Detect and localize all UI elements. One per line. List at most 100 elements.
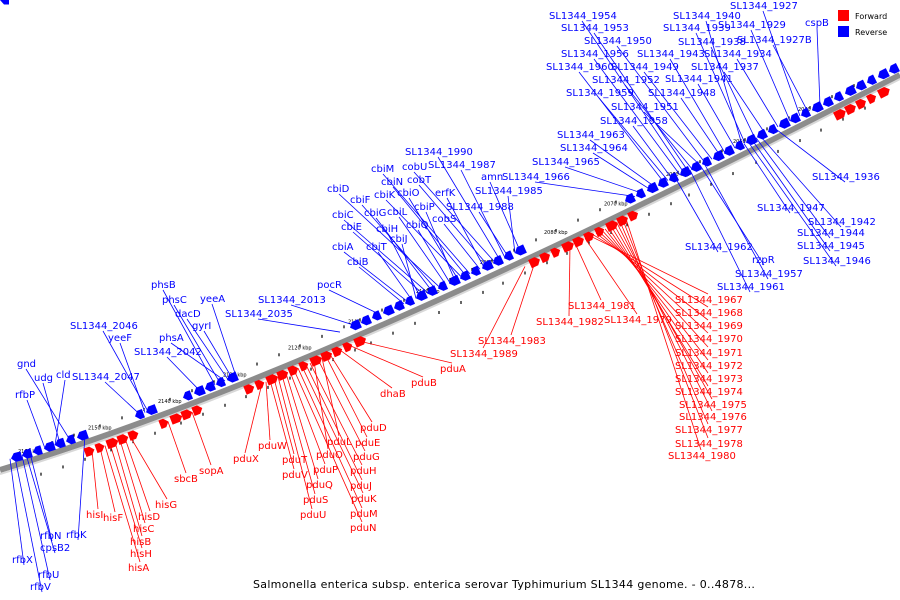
gene-label-sl1344_1953: SL1344_1953: [561, 23, 629, 34]
gene-label-sl1344_2013: SL1344_2013: [258, 295, 326, 306]
tick-mark: [310, 367, 312, 371]
forward-gene-arrow: [331, 346, 343, 358]
gene-label-line: [680, 97, 721, 156]
gene-label-pdud: pduD: [360, 423, 387, 434]
gene-label-gyri: gyrI: [192, 321, 211, 332]
gene-label-sl1344_2046: SL1344_2046: [70, 321, 138, 332]
legend-forward-swatch: [838, 10, 849, 21]
gene-label-cspb: cspB: [805, 18, 829, 29]
gene-label-line: [14, 457, 43, 593]
gene-label-pduw: pduW: [258, 441, 287, 452]
reverse-gene-arrow: [55, 437, 66, 449]
gene-label-pdun: pduN: [350, 523, 377, 534]
reverse-gene-arrow: [713, 149, 725, 162]
gene-label-line: [595, 232, 709, 321]
reverse-gene-arrow: [361, 314, 372, 326]
gene-label-rfbx: rfbX: [12, 555, 33, 566]
tick-mark: [370, 341, 372, 345]
gene-label-sl1344_1947: SL1344_1947: [757, 203, 825, 214]
gene-label-line: [632, 125, 673, 179]
gene-label-line: [425, 211, 456, 281]
tick-mark: [799, 139, 801, 143]
gene-label-hisa: hisA: [128, 563, 149, 574]
gene-label-sl1344_1927b: SL1344_1927B: [737, 35, 812, 46]
gene-label-line: [418, 184, 489, 266]
tick-mark: [577, 218, 579, 222]
tick-mark: [62, 465, 64, 469]
tick-mark: [777, 149, 779, 153]
gene-label-sl1344_1967: SL1344_1967: [675, 295, 743, 306]
gene-label-sl1344_1968: SL1344_1968: [675, 308, 743, 319]
gene-label-sl1344_2035: SL1344_2035: [225, 309, 293, 320]
forward-gene-arrow: [169, 413, 183, 425]
tick-mark: [191, 389, 193, 393]
gene-label-line: [297, 368, 363, 509]
gene-label-line: [398, 216, 447, 286]
gene-label-pduj: pduJ: [350, 481, 372, 492]
tick-mark: [224, 403, 226, 407]
kbp-tick-label: 2070 kbp: [604, 202, 628, 208]
tick-mark: [831, 95, 833, 99]
gene-label-line: [54, 379, 66, 446]
gene-label-sl1344_1977: SL1344_1977: [675, 425, 743, 436]
gene-label-sl1344_1960: SL1344_1960: [546, 62, 614, 73]
reverse-gene-arrow: [227, 371, 239, 383]
gene-label-dacd: dacD: [175, 309, 201, 320]
kbp-tick-label: 2040 kbp: [798, 107, 822, 113]
forward-gene-arrow: [298, 361, 309, 372]
gene-label-line: [743, 143, 791, 214]
forward-gene-arrow: [105, 437, 119, 450]
kbp-tick-label: 2140 kbp: [158, 399, 182, 405]
gene-label-pdus: pduS: [303, 495, 328, 506]
gene-label-line: [593, 32, 689, 172]
forward-gene-arrow: [276, 369, 289, 381]
gene-label-line: [643, 71, 713, 160]
gene-label-sl1344_1989: SL1344_1989: [450, 349, 518, 360]
gene-label-line: [401, 243, 417, 299]
reverse-gene-arrow: [66, 434, 76, 445]
gene-label-line: [593, 58, 681, 176]
gene-label-line: [697, 83, 736, 149]
tick-mark: [438, 310, 440, 314]
gene-label-line: [166, 356, 201, 392]
tick-mark: [471, 267, 473, 271]
tick-mark: [180, 421, 182, 425]
reverse-gene-arrow: [482, 259, 494, 271]
gene-label-line: [321, 357, 340, 437]
gene-label-sl1344_2042: SL1344_2042: [134, 347, 202, 358]
tick-mark: [299, 344, 301, 348]
gene-label-line: [162, 289, 216, 386]
gene-label-yeef: yeeF: [108, 333, 132, 344]
gene-label-sl1344_1938: SL1344_1938: [678, 37, 746, 48]
forward-gene-arrow: [616, 215, 628, 227]
tick-mark: [864, 106, 866, 110]
forward-gene-arrow: [528, 257, 540, 269]
gene-label-line: [443, 223, 481, 270]
gene-label-sl1344_1952: SL1344_1952: [592, 75, 660, 86]
tick-mark: [267, 385, 269, 389]
gene-label-hish: hisH: [130, 549, 152, 560]
gene-label-line: [109, 443, 143, 549]
tick-mark: [513, 248, 515, 252]
legend: Forward Reverse: [838, 10, 887, 37]
reverse-gene-arrow: [471, 265, 482, 276]
tick-mark: [615, 200, 617, 204]
gene-label-line: [317, 359, 366, 452]
tick-mark: [245, 395, 247, 399]
gene-label-sl1344_1974: SL1344_1974: [675, 387, 743, 398]
gene-label-cbin: cbiN: [381, 177, 403, 188]
gene-label-hisd: hisD: [138, 512, 160, 523]
gene-label-sl1344_1962: SL1344_1962: [685, 242, 753, 253]
reverse-gene-arrow: [724, 145, 735, 156]
gene-label-pduk: pduK: [351, 494, 377, 505]
forward-gene-arrow: [627, 210, 639, 222]
gene-label-line: [598, 97, 669, 181]
gene-label-cbib: cbiB: [347, 257, 369, 268]
gene-label-line: [26, 399, 46, 449]
tick-mark: [732, 172, 734, 176]
tick-mark: [40, 472, 42, 476]
tick-mark: [524, 271, 526, 275]
gene-label-phsc: phsC: [162, 295, 187, 306]
gene-label-line: [102, 330, 149, 412]
legend-forward-label: Forward: [855, 12, 887, 21]
